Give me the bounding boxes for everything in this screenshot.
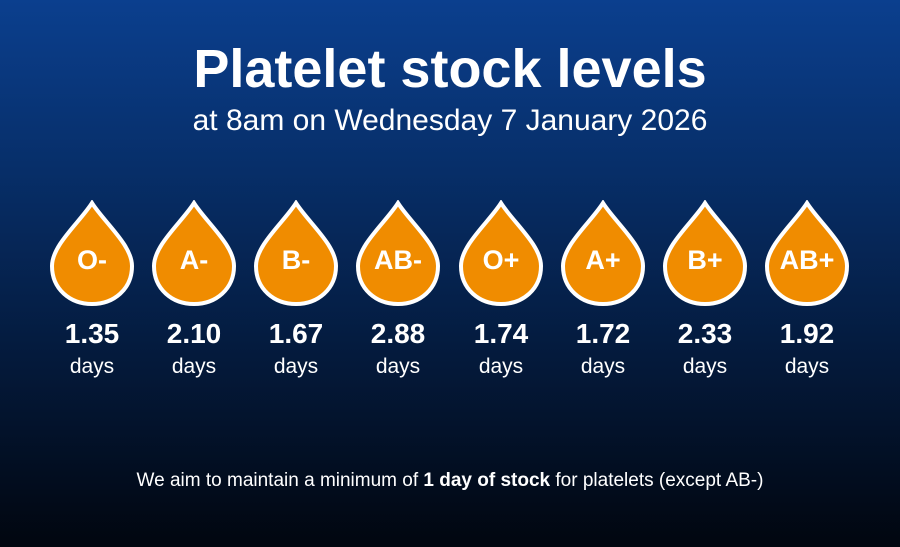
footnote: We aim to maintain a minimum of 1 day of… (0, 470, 900, 492)
stock-days-value: 2.88 (370, 318, 426, 349)
stock-days-value: 1.35 (64, 318, 120, 349)
blood-group-item-o-neg: O- 1.35 days (42, 200, 142, 390)
stock-days-unit: days (478, 355, 524, 378)
blood-drop-icon (356, 200, 440, 306)
blood-group-item-ab-neg: AB- 2.88 days (348, 200, 448, 390)
blood-group-item-a-pos: A+ 1.72 days (553, 200, 653, 390)
blood-group-list: O- 1.35 days A- 2.10 days B- 1.67 days A… (0, 200, 900, 390)
stock-days-unit: days (784, 355, 830, 378)
stock-days-value: 2.10 (166, 318, 222, 349)
page-title: Platelet stock levels (193, 39, 707, 99)
stock-days-unit: days (171, 355, 217, 378)
blood-drop-icon (765, 200, 849, 306)
stock-days-unit: days (69, 355, 115, 378)
blood-group-label: O- (77, 245, 107, 275)
blood-group-item-b-pos: B+ 2.33 days (655, 200, 755, 390)
blood-group-item-a-neg: A- 2.10 days (144, 200, 244, 390)
blood-group-label: AB- (374, 245, 422, 275)
stock-days-value: 1.67 (268, 318, 324, 349)
blood-group-label: B+ (687, 245, 723, 275)
blood-drop-icon (152, 200, 236, 306)
blood-drop-icon (561, 200, 645, 306)
stock-days-value: 1.72 (575, 318, 631, 349)
stock-days-unit: days (580, 355, 626, 378)
blood-group-label: A+ (585, 245, 621, 275)
page-subtitle: at 8am on Wednesday 7 January 2026 (192, 104, 708, 137)
blood-drop-icon (254, 200, 338, 306)
blood-drop-icon (663, 200, 747, 306)
blood-group-item-b-neg: B- 1.67 days (246, 200, 346, 390)
footnote-emphasis: 1 day of stock (423, 470, 551, 491)
blood-group-label: AB+ (779, 245, 835, 275)
blood-group-label: O+ (482, 245, 520, 275)
stock-days-unit: days (273, 355, 319, 378)
stock-days-unit: days (375, 355, 421, 378)
blood-group-item-o-pos: O+ 1.74 days (451, 200, 551, 390)
stock-days-unit: days (682, 355, 728, 378)
stock-days-value: 2.33 (677, 318, 733, 349)
blood-group-item-ab-pos: AB+ 1.92 days (757, 200, 857, 390)
blood-drop-icon (459, 200, 543, 306)
stock-days-value: 1.92 (779, 318, 835, 349)
footnote-text-end: for platelets (except AB-) (550, 470, 764, 491)
blood-group-label: A- (179, 245, 209, 275)
blood-drop-icon (50, 200, 134, 306)
blood-group-label: B- (281, 245, 311, 275)
stock-days-value: 1.74 (473, 318, 529, 349)
footnote-text: We aim to maintain a minimum of (136, 470, 424, 491)
